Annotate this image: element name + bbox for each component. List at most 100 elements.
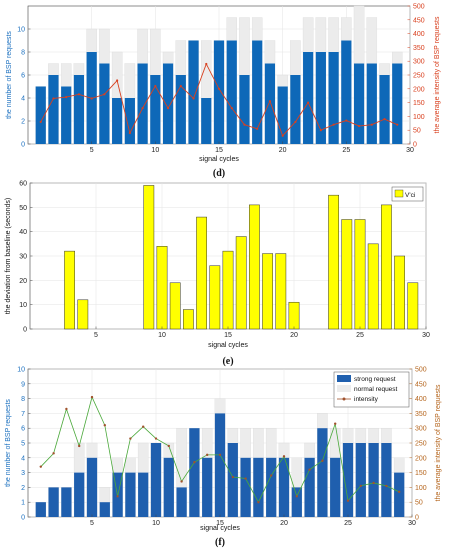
x-tick-label: 10 [151, 147, 159, 154]
deviation-bar [77, 299, 89, 330]
front-bar [290, 75, 301, 144]
front-bar [162, 63, 174, 144]
strong-request-bar [61, 487, 72, 517]
intensity-point [192, 97, 195, 100]
strong-request-bar [74, 472, 85, 517]
y-tick-label: 7 [21, 411, 25, 418]
front-bar [239, 75, 250, 144]
x-tick-label: 5 [90, 147, 94, 154]
front-bar [124, 98, 135, 144]
front-bar [392, 63, 403, 144]
y-tick-label: 50 [19, 205, 27, 212]
y2-tick-label: 200 [413, 86, 425, 93]
intensity-point [218, 453, 222, 457]
front-bar [73, 75, 85, 144]
y2-tick-label: 200 [415, 455, 427, 462]
front-bar [99, 63, 110, 144]
y2-tick-label: 0 [413, 142, 417, 149]
x-tick-label: 25 [342, 147, 350, 154]
intensity-point [370, 123, 373, 126]
front-bar [303, 52, 314, 144]
intensity-point [282, 455, 286, 458]
x-tick-label: 30 [408, 520, 416, 527]
intensity-point [167, 444, 170, 448]
intensity-point [116, 495, 119, 498]
intensity-point [217, 87, 221, 90]
deviation-bar [341, 219, 353, 330]
deviation-bar [354, 219, 366, 330]
deviation-bar [275, 253, 287, 330]
legend-swatch-intensity-marker [342, 397, 346, 401]
strong-request-bar [86, 457, 98, 517]
legend-swatch-strong [337, 375, 351, 382]
y2-axis-label-f: the average intensity of BSP requests [435, 384, 442, 501]
legend-f: strong request normal request intensity [333, 371, 410, 408]
intensity-point [257, 501, 260, 504]
y2-tick-label: 50 [413, 128, 421, 135]
strong-request-bar [266, 457, 277, 517]
x-tick-label: 20 [280, 520, 288, 527]
y-tick-label: 4 [21, 455, 25, 462]
y-axis-label-e: the deviation from baseline (seconds) [5, 198, 12, 314]
intensity-point [116, 79, 119, 82]
intensity-point [383, 118, 386, 121]
deviation-bar [381, 204, 392, 330]
intensity-point [281, 134, 284, 137]
front-bar [379, 75, 390, 144]
x-axis-label-d: signal cycles [199, 156, 239, 163]
x-axis-label-f: signal cycles [200, 525, 240, 532]
deviation-bar [249, 204, 260, 330]
strong-request-bar [240, 457, 251, 517]
strong-request-bar [368, 443, 379, 517]
legend-swatch-normal [337, 385, 351, 392]
x-tick-label: 20 [279, 147, 287, 154]
intensity-point [77, 93, 81, 96]
deviation-bar [288, 301, 300, 330]
y2-tick-label: 250 [415, 441, 427, 448]
x-tick-label: 30 [406, 147, 414, 154]
intensity-point [141, 107, 144, 110]
y-tick-label: 40 [19, 229, 27, 236]
intensity-point [65, 407, 68, 411]
x-tick-label: 30 [422, 332, 430, 339]
intensity-point [321, 459, 324, 462]
front-bar [188, 40, 199, 144]
intensity-point [359, 484, 362, 488]
deviation-bar [169, 282, 181, 330]
front-bar [137, 63, 148, 144]
intensity-point [90, 395, 94, 399]
y-tick-label: 0 [21, 515, 25, 522]
y-tick-label: 10 [17, 367, 25, 374]
y-tick-label: 8 [21, 50, 25, 57]
intensity-point [39, 465, 42, 468]
y2-axis-label-d: the average intensity of BSP requests [434, 16, 441, 133]
front-bar [353, 63, 365, 144]
intensity-point [103, 93, 106, 96]
y2-tick-label: 0 [415, 515, 419, 522]
panel-f: 5 10 15 20 25 30 0 1 2 3 4 5 6 7 8 9 10 0 50 100 150 200 250… [5, 367, 442, 549]
y2-tick-label: 450 [415, 381, 427, 388]
intensity-point [166, 107, 170, 110]
intensity-point [396, 123, 399, 126]
y2-tick-label: 150 [415, 470, 427, 477]
legend-label-intensity: intensity [354, 396, 379, 403]
y-tick-label: 6 [21, 426, 25, 433]
y2-tick-label: 400 [413, 31, 425, 38]
strong-request-bar [291, 487, 302, 517]
intensity-point [206, 453, 209, 457]
intensity-point [52, 97, 55, 100]
x-tick-label: 20 [290, 332, 298, 339]
front-bar [48, 75, 59, 144]
panel-label-d: (d) [213, 168, 225, 179]
panel-d: 5 10 15 20 25 30 0 2 4 6 8 10 0 50 100 150 200 250 300 35… [6, 4, 441, 180]
intensity-point [193, 461, 196, 464]
y-tick-label: 10 [19, 302, 27, 309]
intensity-point [295, 495, 298, 498]
y-tick-label: 9 [21, 381, 25, 388]
y2-tick-label: 450 [413, 17, 425, 24]
y2-tick-label: 50 [415, 500, 423, 507]
deviation-bar [394, 255, 405, 330]
front-bar [315, 52, 326, 144]
strong-request-bar [48, 487, 59, 517]
x-tick-label: 15 [216, 520, 224, 527]
